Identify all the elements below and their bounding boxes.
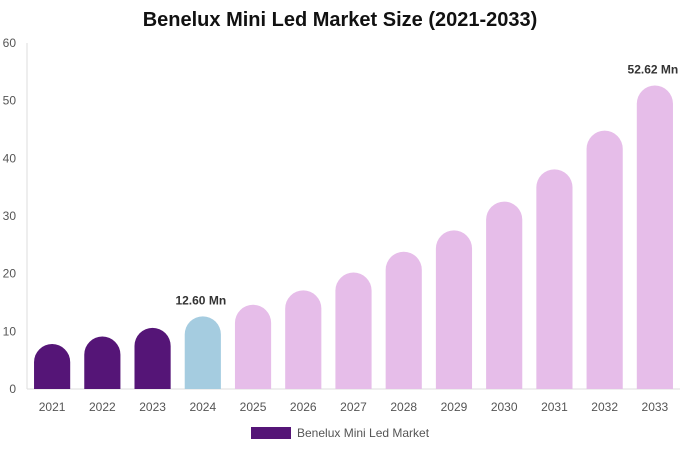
x-tick-label: 2025 xyxy=(240,400,267,414)
x-tick-label: 2033 xyxy=(642,400,669,414)
x-tick-label: 2026 xyxy=(290,400,317,414)
y-tick-label: 30 xyxy=(3,209,17,223)
bar-2024 xyxy=(184,316,221,389)
x-tick-label: 2023 xyxy=(139,400,166,414)
bar-2029 xyxy=(435,230,473,389)
data-label: 52.62 Mn xyxy=(628,63,679,77)
y-tick-label: 10 xyxy=(3,324,17,338)
y-tick-label: 20 xyxy=(3,267,17,281)
x-tick-label: 2024 xyxy=(189,400,216,414)
y-tick-label: 60 xyxy=(3,36,17,50)
bar-2023 xyxy=(134,327,171,389)
bar-2028 xyxy=(385,251,422,389)
bar-2031 xyxy=(536,169,573,389)
legend-label: Benelux Mini Led Market xyxy=(297,426,430,440)
x-tick-label: 2027 xyxy=(340,400,367,414)
bar-2033 xyxy=(636,85,673,389)
chart-title: Benelux Mini Led Market Size (2021-2033) xyxy=(142,9,538,31)
x-tick-label: 2031 xyxy=(541,400,568,414)
x-tick-label: 2021 xyxy=(39,400,66,414)
bar-2027 xyxy=(335,272,372,389)
x-tick-label: 2029 xyxy=(441,400,468,414)
legend-swatch xyxy=(251,427,291,439)
bar-2032 xyxy=(586,130,623,389)
bar-2030 xyxy=(486,201,523,389)
bar-2026 xyxy=(285,290,322,389)
x-tick-label: 2032 xyxy=(591,400,618,414)
legend: Benelux Mini Led Market xyxy=(251,425,429,441)
y-tick-label: 40 xyxy=(3,151,17,165)
bar-2022 xyxy=(84,336,121,389)
x-tick-label: 2022 xyxy=(89,400,116,414)
y-tick-label: 0 xyxy=(9,382,16,396)
x-tick-label: 2028 xyxy=(390,400,417,414)
bar-2021 xyxy=(34,344,71,389)
data-label: 12.60 Mn xyxy=(175,293,226,307)
y-tick-label: 50 xyxy=(3,94,17,108)
bar-2025 xyxy=(234,304,272,389)
x-tick-label: 2030 xyxy=(491,400,518,414)
